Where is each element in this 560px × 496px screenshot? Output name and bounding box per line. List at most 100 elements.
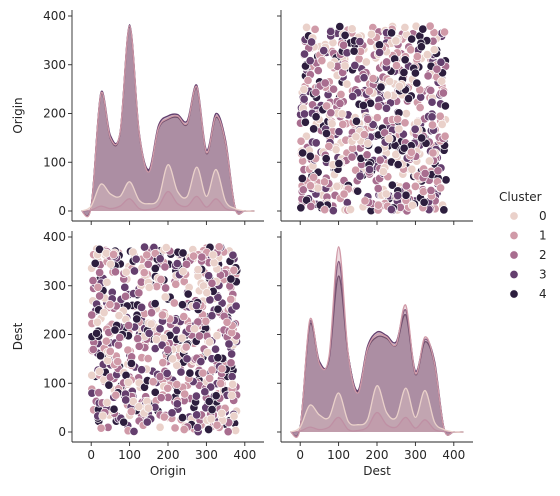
point-cluster-0 (327, 119, 337, 129)
x-tick-label: 100 (327, 448, 350, 462)
point-cluster-2 (326, 108, 336, 118)
kde-area-cluster-0 (290, 385, 464, 433)
point-cluster-2 (94, 388, 104, 398)
point-cluster-2 (161, 283, 171, 293)
point-cluster-2 (95, 291, 105, 301)
point-cluster-4 (300, 117, 310, 127)
point-cluster-1 (373, 200, 383, 210)
point-cluster-1 (207, 365, 217, 375)
point-cluster-1 (393, 114, 403, 124)
x-axis-label: Origin (150, 464, 186, 478)
point-cluster-4 (399, 143, 409, 153)
y-tick-label: 100 (43, 155, 66, 169)
point-cluster-2 (115, 333, 125, 343)
point-cluster-4 (297, 173, 307, 184)
point-cluster-4 (351, 116, 362, 126)
point-cluster-1 (406, 45, 416, 55)
point-cluster-1 (113, 357, 123, 367)
point-cluster-0 (193, 265, 203, 275)
point-cluster-4 (94, 244, 105, 254)
point-cluster-1 (142, 250, 152, 260)
legend-marker-0 (509, 211, 519, 221)
point-cluster-1 (179, 424, 189, 435)
point-cluster-0 (361, 57, 371, 67)
point-cluster-0 (351, 132, 361, 142)
point-cluster-1 (189, 251, 199, 261)
point-cluster-4 (393, 160, 403, 170)
point-cluster-1 (109, 249, 119, 260)
point-cluster-1 (319, 177, 330, 187)
point-cluster-2 (320, 78, 330, 88)
x-tick-label: 300 (195, 448, 218, 462)
point-cluster-0 (160, 292, 170, 302)
point-cluster-4 (211, 391, 221, 401)
point-cluster-2 (113, 340, 124, 350)
point-cluster-1 (222, 317, 232, 327)
point-cluster-3 (171, 325, 181, 335)
point-cluster-3 (204, 271, 214, 281)
point-cluster-0 (155, 422, 165, 432)
point-cluster-4 (126, 358, 136, 369)
point-cluster-1 (156, 274, 166, 285)
point-cluster-1 (359, 130, 369, 140)
point-cluster-4 (150, 263, 160, 274)
point-cluster-3 (155, 324, 165, 334)
legend-label-4: 4 (539, 287, 547, 301)
point-cluster-4 (400, 55, 410, 65)
point-cluster-3 (334, 127, 344, 137)
point-cluster-1 (360, 196, 370, 206)
point-cluster-0 (228, 379, 238, 389)
kde-line-cluster-2 (290, 411, 464, 433)
point-cluster-0 (340, 61, 350, 71)
point-cluster-3 (386, 204, 396, 215)
point-cluster-0 (378, 166, 388, 177)
point-cluster-0 (94, 366, 104, 376)
point-cluster-2 (146, 308, 157, 318)
point-cluster-0 (424, 156, 434, 166)
point-cluster-1 (159, 412, 169, 422)
point-cluster-4 (417, 133, 427, 143)
point-cluster-2 (339, 40, 349, 50)
point-cluster-0 (227, 390, 237, 400)
point-cluster-0 (400, 22, 410, 32)
point-cluster-1 (169, 298, 179, 308)
point-cluster-4 (178, 248, 188, 258)
point-cluster-1 (391, 61, 402, 71)
point-cluster-3 (436, 57, 446, 67)
point-cluster-1 (435, 111, 445, 121)
point-cluster-3 (210, 344, 221, 354)
point-cluster-0 (381, 189, 391, 199)
point-cluster-3 (137, 365, 147, 375)
point-cluster-3 (207, 311, 217, 321)
legend-marker-3 (509, 269, 519, 280)
point-cluster-0 (229, 411, 239, 421)
point-cluster-0 (121, 267, 131, 277)
point-cluster-3 (192, 410, 202, 420)
point-cluster-2 (163, 345, 173, 355)
point-cluster-0 (363, 138, 373, 148)
point-cluster-1 (338, 119, 348, 129)
point-cluster-4 (92, 328, 102, 338)
point-cluster-0 (178, 266, 188, 276)
point-cluster-0 (151, 335, 161, 345)
point-cluster-3 (131, 254, 141, 264)
point-cluster-2 (347, 152, 357, 162)
point-cluster-2 (438, 88, 448, 98)
point-cluster-2 (88, 276, 98, 286)
y-axis-label: Dest (11, 322, 25, 350)
y-tick-label: 300 (43, 279, 66, 293)
point-cluster-2 (120, 291, 131, 301)
point-cluster-1 (179, 312, 189, 322)
point-cluster-0 (391, 149, 401, 160)
y-tick-label: 300 (43, 58, 66, 72)
point-cluster-0 (190, 324, 200, 334)
point-cluster-3 (350, 60, 360, 71)
point-cluster-1 (324, 141, 334, 151)
point-cluster-2 (373, 183, 383, 194)
point-cluster-1 (214, 242, 224, 252)
point-cluster-3 (305, 56, 315, 66)
point-cluster-0 (217, 408, 227, 418)
point-cluster-1 (364, 86, 374, 96)
point-cluster-2 (401, 181, 411, 191)
point-cluster-3 (167, 408, 177, 418)
